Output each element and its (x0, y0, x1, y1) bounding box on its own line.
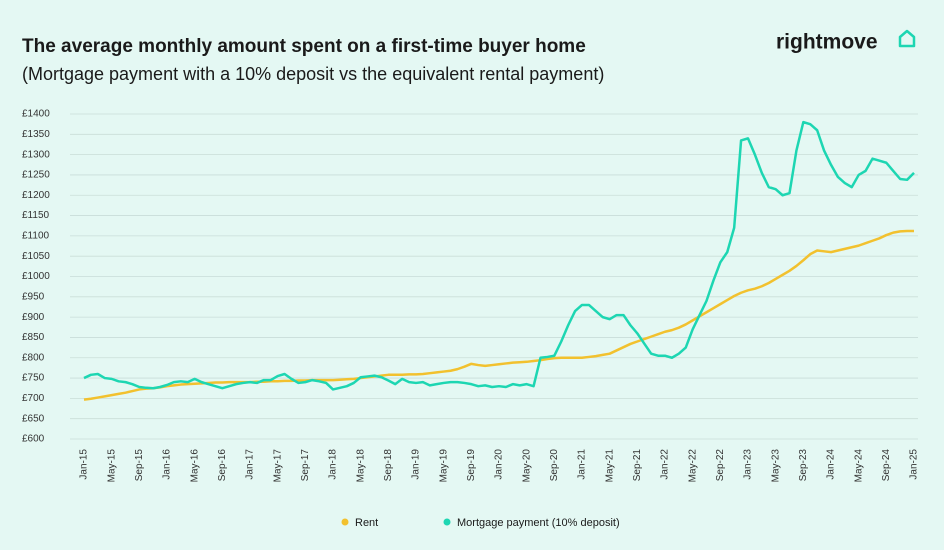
x-tick-label: May-20 (521, 449, 532, 483)
logo: rightmove (776, 31, 878, 54)
chart-title: The average monthly amount spent on a fi… (22, 36, 586, 57)
y-tick-label: £700 (22, 393, 45, 404)
x-tick-label: Sep-17 (300, 449, 311, 482)
y-tick-label: £1100 (22, 231, 50, 242)
x-tick-label: Sep-22 (715, 449, 726, 482)
x-tick-label: Sep-24 (881, 449, 892, 482)
x-tick-label: Sep-21 (632, 449, 643, 482)
x-tick-label: May-17 (272, 449, 283, 483)
y-tick-label: £1250 (22, 170, 50, 181)
y-tick-label: £750 (22, 373, 45, 384)
legend-swatch (443, 518, 451, 526)
y-tick-label: £900 (22, 312, 45, 323)
y-tick-label: £1150 (22, 210, 50, 221)
x-tick-label: Jan-23 (743, 449, 754, 480)
x-tick-label: Jan-22 (660, 449, 671, 480)
x-tick-label: Sep-23 (798, 449, 809, 482)
series-line (83, 229, 914, 401)
x-tick-label: Jan-15 (79, 449, 90, 480)
x-tick-label: Sep-19 (466, 449, 477, 482)
x-tick-label: Sep-20 (549, 449, 560, 482)
y-tick-label: £1400 (22, 109, 50, 120)
x-tick-label: Jan-21 (577, 449, 588, 480)
y-tick-label: £1350 (22, 129, 50, 140)
x-tick-label: Jan-24 (826, 449, 837, 480)
x-tick-label: Jan-17 (245, 449, 256, 480)
series-line (83, 120, 915, 391)
x-tick-label: May-22 (687, 449, 698, 483)
x-tick-label: May-24 (853, 449, 864, 483)
x-tick-label: May-19 (438, 449, 449, 483)
y-tick-label: £850 (22, 332, 45, 343)
x-tick-label: Sep-16 (217, 449, 228, 482)
x-tick-label: May-16 (189, 449, 200, 483)
x-tick-label: Jan-19 (411, 449, 422, 480)
y-tick-label: £600 (22, 434, 45, 445)
x-tick-label: Jan-25 (909, 449, 920, 480)
legend-swatch (341, 518, 349, 526)
logo-icon (898, 29, 916, 48)
y-tick-label: £800 (22, 352, 45, 363)
x-tick-label: Jan-20 (494, 449, 505, 480)
x-tick-label: May-18 (355, 449, 366, 483)
x-tick-label: May-15 (106, 449, 117, 483)
legend-label: Rent (355, 517, 378, 529)
y-tick-label: £650 (22, 413, 45, 424)
y-tick-label: £1200 (22, 190, 50, 201)
x-tick-label: Sep-15 (134, 449, 145, 482)
x-tick-label: Jan-16 (162, 449, 173, 480)
x-tick-label: May-21 (604, 449, 615, 483)
chart-subtitle: (Mortgage payment with a 10% deposit vs … (22, 64, 604, 84)
legend-label: Mortgage payment (10% deposit) (457, 517, 620, 529)
y-tick-label: £1300 (22, 149, 50, 160)
y-tick-label: £1000 (22, 271, 50, 282)
x-tick-label: May-23 (770, 449, 781, 483)
x-tick-label: Jan-18 (328, 449, 339, 480)
y-tick-label: £1050 (22, 251, 50, 262)
y-tick-label: £950 (22, 291, 45, 302)
x-tick-label: Sep-18 (383, 449, 394, 482)
